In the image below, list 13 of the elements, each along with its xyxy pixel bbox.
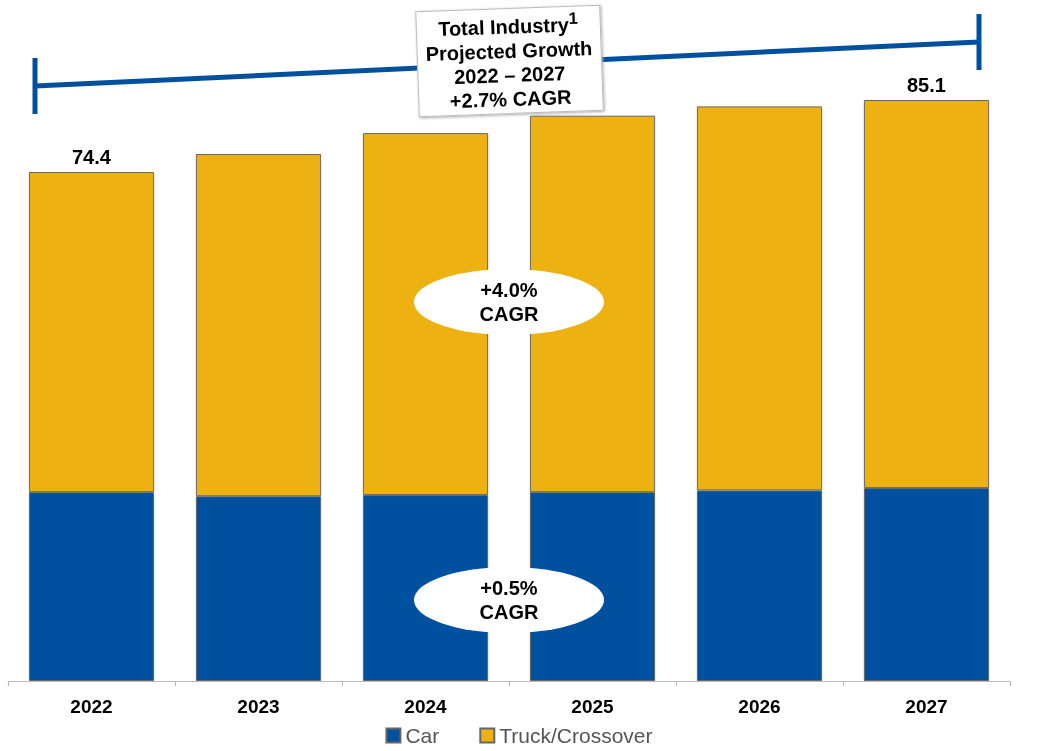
- legend-label: Car: [405, 724, 440, 747]
- x-tick-label: 2027: [905, 696, 948, 717]
- annotation: 85.1: [907, 73, 946, 97]
- x-tick-label: 2022: [70, 696, 113, 717]
- x-tick-label: 2024: [404, 696, 448, 717]
- annotation: +0.5% CAGR: [479, 575, 539, 624]
- annotation: 74.4: [72, 145, 111, 170]
- annotation: +4.0% CAGR: [479, 278, 539, 327]
- x-tick-label: 2023: [237, 696, 280, 717]
- x-tick-label: 2025: [571, 696, 615, 717]
- x-tick-label: 2026: [738, 696, 781, 717]
- annotation: Total Industry$^{1}$ Projected Growth 2022 – 2027 +2.7% CAGR: [414, 4, 603, 117]
- legend-label: Truck/Crossover: [499, 724, 653, 747]
